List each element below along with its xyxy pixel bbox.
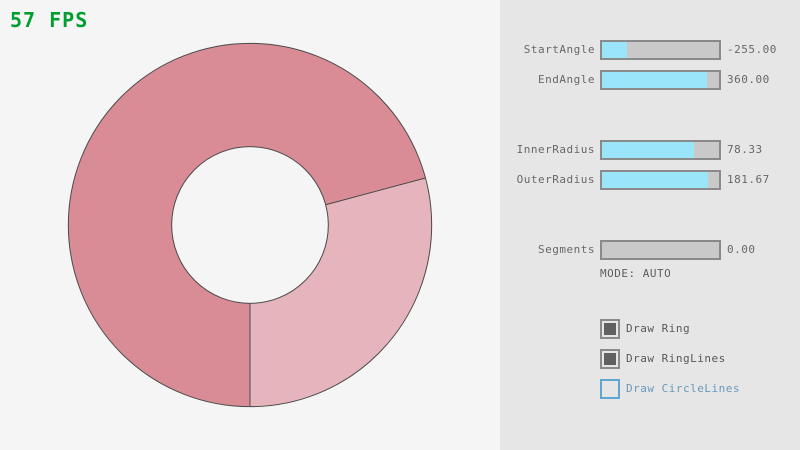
draw-circlelines-checkbox[interactable]: [600, 379, 620, 399]
outer-radius-slider-fill: [602, 172, 709, 188]
draw-ringlines-row: Draw RingLines: [500, 349, 800, 369]
segments-mode-text: MODE: AUTO: [600, 267, 672, 280]
outer-radius-label: OuterRadius: [516, 173, 595, 186]
fps-counter: 57 FPS: [10, 8, 89, 32]
start-angle-slider[interactable]: [600, 40, 721, 60]
inner-radius-label: InnerRadius: [516, 143, 595, 156]
start-angle-value: -255.00: [727, 43, 777, 56]
draw-ringlines-checkbox[interactable]: [600, 349, 620, 369]
start-angle-slider-fill: [602, 42, 628, 58]
draw-circlelines-row: Draw CircleLines: [500, 379, 800, 399]
draw-ring-label: Draw Ring: [626, 322, 691, 335]
ring-canvas: [67, 42, 433, 408]
segments-label: Segments: [538, 243, 595, 256]
end-angle-value: 360.00: [727, 73, 770, 86]
outer-radius-value: 181.67: [727, 173, 770, 186]
end-angle-slider-fill: [602, 72, 708, 88]
draw-circlelines-label: Draw CircleLines: [626, 382, 740, 395]
end-angle-slider[interactable]: [600, 70, 721, 90]
segments-value: 0.00: [727, 243, 756, 256]
ring-overlap-sector: [68, 43, 426, 407]
control-panel: StartAngle -255.00 EndAngle 360.00 Inner…: [500, 0, 800, 450]
outer-radius-row: OuterRadius 181.67: [500, 170, 800, 190]
outer-radius-slider[interactable]: [600, 170, 721, 190]
end-angle-row: EndAngle 360.00: [500, 70, 800, 90]
segments-row: Segments 0.00: [500, 240, 800, 260]
inner-radius-value: 78.33: [727, 143, 763, 156]
inner-radius-slider[interactable]: [600, 140, 721, 160]
end-angle-label: EndAngle: [538, 73, 595, 86]
start-angle-label: StartAngle: [523, 43, 595, 56]
inner-radius-row: InnerRadius 78.33: [500, 140, 800, 160]
draw-ringlines-label: Draw RingLines: [626, 352, 726, 365]
inner-radius-slider-fill: [602, 142, 694, 158]
draw-ring-row: Draw Ring: [500, 319, 800, 339]
start-angle-row: StartAngle -255.00: [500, 40, 800, 60]
ring-inner-outline: [171, 146, 329, 304]
segments-slider[interactable]: [600, 240, 721, 260]
ring-start-angle-line: [325, 177, 426, 206]
draw-ring-checkbox[interactable]: [600, 319, 620, 339]
